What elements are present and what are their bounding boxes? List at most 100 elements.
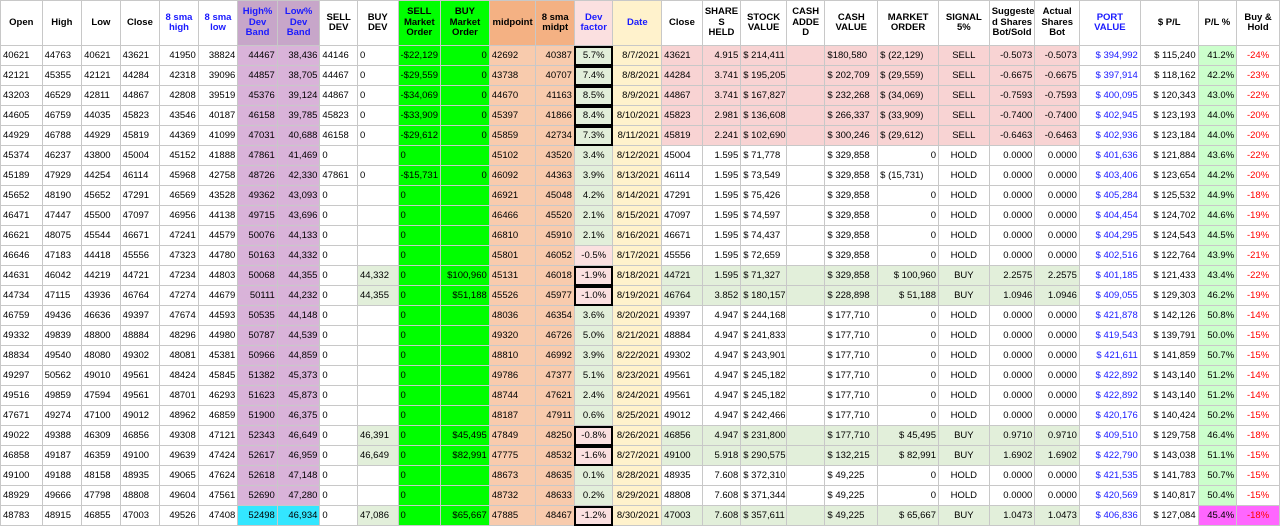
table-cell[interactable]: 46764 — [119, 285, 161, 306]
table-cell[interactable]: -23% — [1236, 65, 1280, 86]
table-cell[interactable]: 47003 — [661, 505, 703, 526]
table-cell[interactable]: 45859 — [488, 125, 537, 146]
table-cell[interactable]: 5.1% — [573, 365, 614, 386]
table-cell[interactable]: -20% — [1236, 165, 1280, 186]
table-cell[interactable]: 46,959 — [276, 445, 321, 466]
table-cell[interactable]: HOLD — [938, 185, 990, 206]
table-cell[interactable]: $45,495 — [440, 425, 490, 446]
table-cell[interactable]: 44,355 — [276, 265, 321, 286]
table-cell[interactable]: 45823 — [319, 105, 358, 126]
table-cell[interactable]: -19% — [1236, 205, 1280, 226]
column-header[interactable]: Buy & Hold — [1236, 0, 1280, 46]
table-cell[interactable]: 48962 — [159, 405, 199, 426]
table-cell[interactable]: 0.0000 — [988, 145, 1036, 166]
table-cell[interactable]: 8/16/2021 — [612, 225, 663, 246]
table-cell[interactable]: $ 403,406 — [1078, 165, 1141, 186]
table-cell[interactable]: 45102 — [488, 145, 537, 166]
table-cell[interactable]: 48424 — [159, 365, 199, 386]
table-cell[interactable]: $ 202,709 — [824, 65, 879, 86]
table-cell[interactable]: 8/12/2021 — [612, 145, 663, 166]
table-cell[interactable]: 0 — [319, 365, 358, 386]
table-cell[interactable]: 38,705 — [276, 65, 321, 86]
table-cell[interactable]: 40621 — [0, 45, 43, 66]
table-cell[interactable]: 46,649 — [356, 445, 399, 466]
table-cell[interactable]: 0.0000 — [988, 165, 1036, 186]
table-cell[interactable]: 41099 — [197, 125, 239, 146]
table-cell[interactable] — [440, 385, 490, 406]
table-cell[interactable]: 48635 — [535, 465, 575, 486]
table-cell[interactable]: 47621 — [535, 385, 575, 406]
table-cell[interactable] — [356, 145, 399, 166]
table-cell[interactable]: $ 140,424 — [1139, 405, 1199, 426]
table-cell[interactable]: -0.6675 — [1034, 65, 1080, 86]
table-cell[interactable]: 3.9% — [573, 345, 614, 366]
table-cell[interactable]: $ 245,182 — [740, 385, 787, 406]
table-cell[interactable] — [785, 305, 826, 326]
table-cell[interactable]: 46856 — [119, 425, 161, 446]
table-cell[interactable]: 48532 — [535, 445, 575, 466]
table-cell[interactable] — [356, 185, 399, 206]
table-cell[interactable]: 0 — [877, 325, 939, 346]
table-cell[interactable]: 46646 — [0, 245, 43, 266]
table-cell[interactable]: 47241 — [159, 225, 199, 246]
table-cell[interactable]: 49715 — [237, 205, 278, 226]
column-header[interactable]: Close — [119, 0, 161, 46]
table-cell[interactable]: 0 — [356, 65, 399, 86]
table-cell[interactable]: 49859 — [41, 385, 83, 406]
table-cell[interactable]: 49302 — [661, 345, 703, 366]
table-cell[interactable]: 46671 — [661, 225, 703, 246]
table-cell[interactable]: 45355 — [41, 65, 83, 86]
table-cell[interactable]: 0.9710 — [988, 425, 1036, 446]
table-cell[interactable]: 43,093 — [276, 185, 321, 206]
table-cell[interactable]: $ 45,495 — [877, 425, 939, 446]
table-cell[interactable]: 45376 — [237, 85, 278, 106]
table-cell[interactable]: $ (33,909) — [877, 105, 939, 126]
column-header[interactable]: High — [41, 0, 83, 46]
table-cell[interactable]: 47674 — [159, 305, 199, 326]
table-cell[interactable]: $ 143,038 — [1139, 445, 1199, 466]
table-cell[interactable]: 43738 — [488, 65, 537, 86]
table-cell[interactable]: 46.2% — [1197, 285, 1238, 306]
table-cell[interactable]: -$15,731 — [397, 165, 442, 186]
table-cell[interactable]: 8/8/2021 — [612, 65, 663, 86]
table-cell[interactable]: -0.5% — [573, 245, 614, 266]
table-cell[interactable]: 0.0000 — [988, 225, 1036, 246]
table-cell[interactable]: BUY — [938, 445, 990, 466]
table-cell[interactable]: 49388 — [41, 425, 83, 446]
table-cell[interactable]: 0 — [397, 185, 442, 206]
table-cell[interactable]: 0 — [319, 205, 358, 226]
table-cell[interactable]: 8/7/2021 — [612, 45, 663, 66]
table-cell[interactable]: 44857 — [237, 65, 278, 86]
table-cell[interactable]: 44284 — [661, 65, 703, 86]
table-cell[interactable]: $ (15,731) — [877, 165, 939, 186]
table-cell[interactable]: 0.9710 — [1034, 425, 1080, 446]
table-cell[interactable]: 50966 — [237, 345, 278, 366]
table-cell[interactable]: 48935 — [119, 465, 161, 486]
table-cell[interactable]: $ 401,185 — [1078, 265, 1141, 286]
table-cell[interactable]: 49666 — [41, 485, 83, 506]
table-cell[interactable]: 45977 — [535, 285, 575, 306]
table-cell[interactable]: $ 118,162 — [1139, 65, 1199, 86]
table-cell[interactable]: 50.4% — [1197, 485, 1238, 506]
table-cell[interactable]: 2.2575 — [1034, 265, 1080, 286]
table-cell[interactable]: $ 124,702 — [1139, 205, 1199, 226]
table-cell[interactable]: 0 — [397, 445, 442, 466]
table-cell[interactable]: HOLD — [938, 405, 990, 426]
table-cell[interactable]: BUY — [938, 265, 990, 286]
table-cell[interactable]: 42758 — [197, 165, 239, 186]
table-cell[interactable]: -15% — [1236, 465, 1280, 486]
table-cell[interactable]: 46858 — [0, 445, 43, 466]
table-cell[interactable]: 51.2% — [1197, 385, 1238, 406]
table-cell[interactable]: $ 136,608 — [740, 105, 787, 126]
table-cell[interactable]: 42811 — [81, 85, 121, 106]
table-cell[interactable]: 46636 — [81, 305, 121, 326]
table-cell[interactable]: 48467 — [535, 505, 575, 526]
table-cell[interactable]: -21% — [1236, 245, 1280, 266]
table-cell[interactable]: 44763 — [41, 45, 83, 66]
table-cell[interactable]: $ 329,858 — [824, 185, 879, 206]
table-cell[interactable]: $ 244,168 — [740, 305, 787, 326]
table-cell[interactable]: 0 — [440, 165, 490, 186]
table-cell[interactable]: 48075 — [41, 225, 83, 246]
table-cell[interactable]: 43,696 — [276, 205, 321, 226]
table-cell[interactable]: 50.7% — [1197, 345, 1238, 366]
